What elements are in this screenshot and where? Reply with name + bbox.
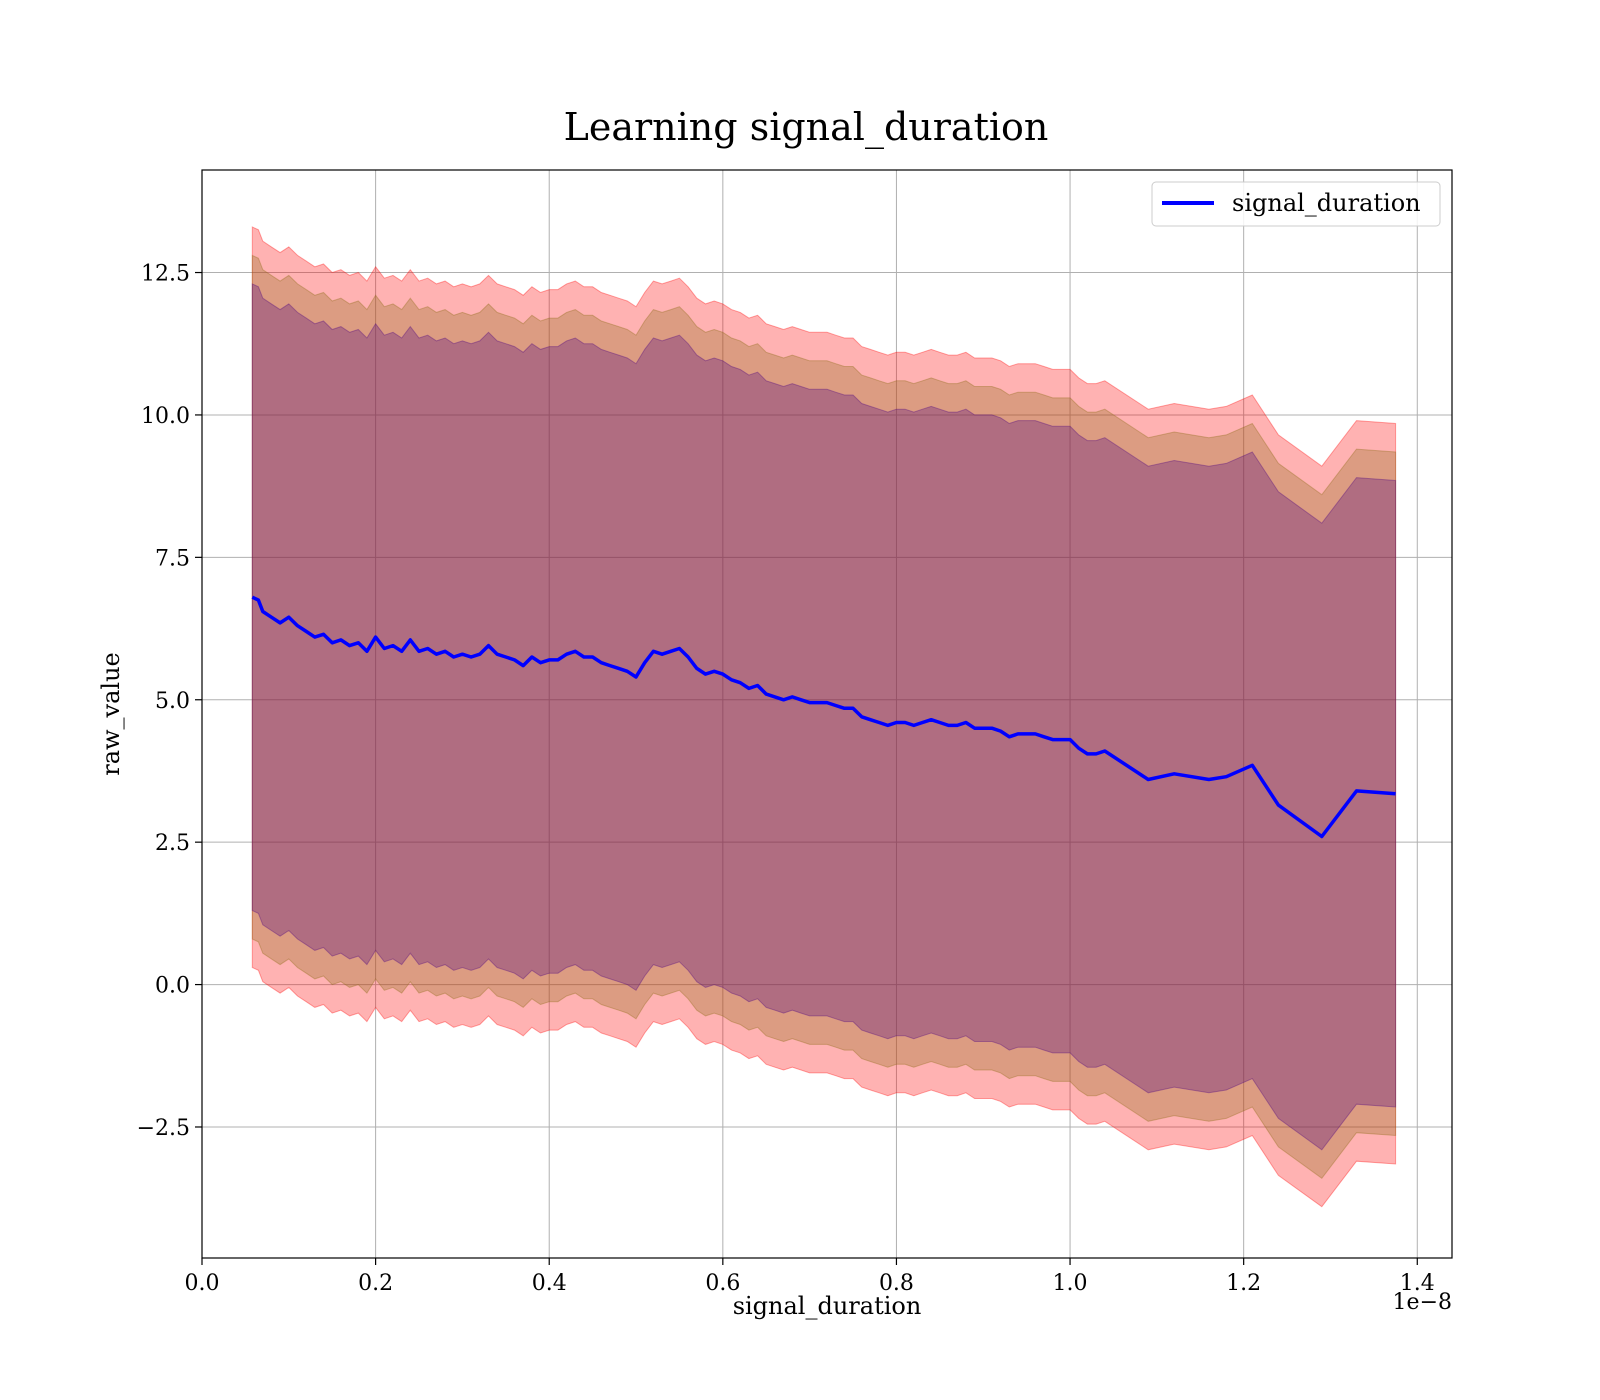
confidence-bands — [251, 226, 1397, 1208]
x-axis-offset-label: 1e−8 — [1393, 1290, 1452, 1315]
confidence-band — [251, 254, 1397, 1179]
x-tick-label: 0.0 — [185, 1271, 220, 1296]
y-tick-label: 2.5 — [155, 831, 190, 856]
x-tick-label: 0.6 — [705, 1271, 740, 1296]
x-axis-ticks: 0.0 0.2 0.4 0.6 0.8 1.0 1.2 1.4 — [185, 1258, 1435, 1296]
x-tick-label: 1.4 — [1400, 1271, 1435, 1296]
y-tick-label: 12.5 — [141, 262, 190, 287]
x-axis-label: signal_duration — [733, 1292, 922, 1320]
x-tick-label: 1.2 — [1226, 1271, 1261, 1296]
grid — [201, 170, 1452, 1258]
confidence-band — [251, 226, 1397, 1208]
y-tick-label: −2.5 — [137, 1116, 190, 1141]
y-tick-label: 0.0 — [155, 974, 190, 999]
y-axis-ticks: −2.5 0.0 2.5 5.0 7.5 10.0 12.5 — [137, 262, 202, 1141]
x-tick-label: 0.8 — [879, 1271, 914, 1296]
chart-title: Learning signal_duration — [564, 105, 1049, 150]
y-tick-label: 7.5 — [155, 546, 190, 571]
confidence-band — [251, 283, 1397, 1151]
series-line — [251, 595, 1396, 839]
y-tick-label: 10.0 — [141, 404, 190, 429]
legend-box — [1151, 181, 1441, 227]
y-axis-label: raw_value — [97, 652, 125, 776]
x-tick-label: 0.2 — [358, 1271, 393, 1296]
x-tick-label: 1.0 — [1053, 1271, 1088, 1296]
y-tick-label: 5.0 — [155, 689, 190, 714]
legend: signal_duration — [1151, 181, 1441, 227]
legend-label: signal_duration — [1232, 189, 1421, 217]
x-tick-label: 0.4 — [532, 1271, 567, 1296]
plot-frame — [201, 169, 1453, 1259]
series-lines — [251, 595, 1396, 839]
